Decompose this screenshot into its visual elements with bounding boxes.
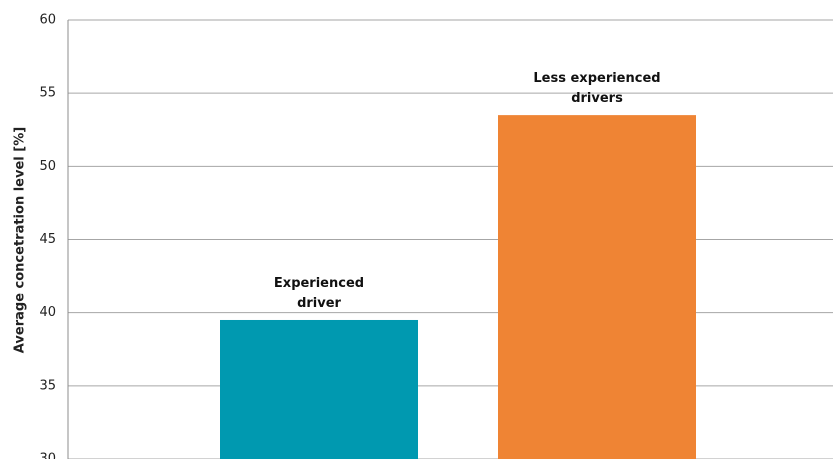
y-tick-label: 40 xyxy=(39,305,56,320)
y-tick-label: 55 xyxy=(39,86,56,101)
y-tick-label: 30 xyxy=(39,452,56,459)
y-tick-label: 35 xyxy=(39,378,56,393)
y-tick-label: 50 xyxy=(39,159,56,174)
y-tick-label: 45 xyxy=(39,232,56,247)
bar xyxy=(498,115,696,459)
y-tick-label: 60 xyxy=(39,13,56,28)
y-axis-label: Average concetration level [%] xyxy=(13,127,28,353)
bar xyxy=(220,319,418,459)
category-label: Less experienced drivers xyxy=(533,71,661,107)
category-label: Experienced driver xyxy=(273,275,365,311)
